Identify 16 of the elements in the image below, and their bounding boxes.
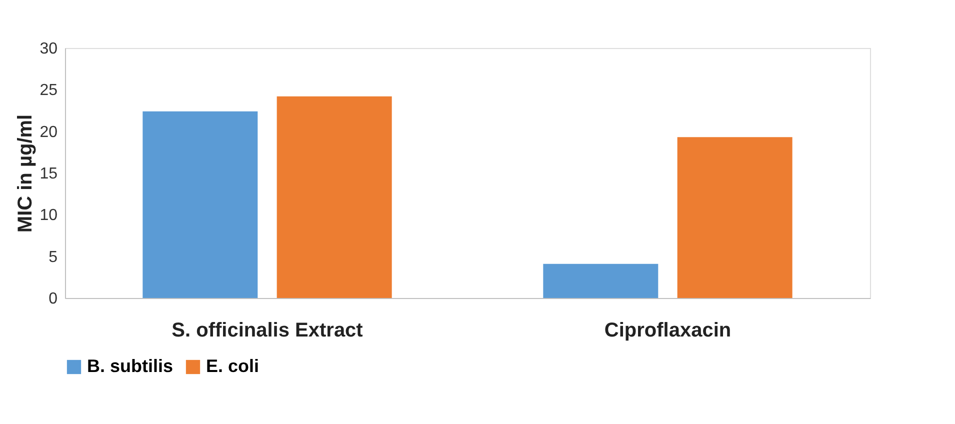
bar [543,264,658,298]
y-tick-label: 15 [40,166,58,182]
y-axis-title: MIC in µg/ml [14,114,37,233]
bar [677,137,792,298]
y-tick-label: 10 [40,207,58,224]
y-tick-label: 0 [48,290,58,308]
legend-label: E. coli [206,356,260,376]
y-tick-label: 30 [40,40,58,58]
y-tick-label: 5 [48,248,58,266]
x-tick-label: S. officinalis Extract [172,320,364,342]
bar [276,96,392,298]
bar [142,111,258,298]
y-tick-label: 20 [40,124,58,141]
x-tick-label: Ciproflaxacin [604,320,732,342]
y-tick-label: 25 [40,82,58,100]
legend-label: B. subtilis [87,356,174,376]
